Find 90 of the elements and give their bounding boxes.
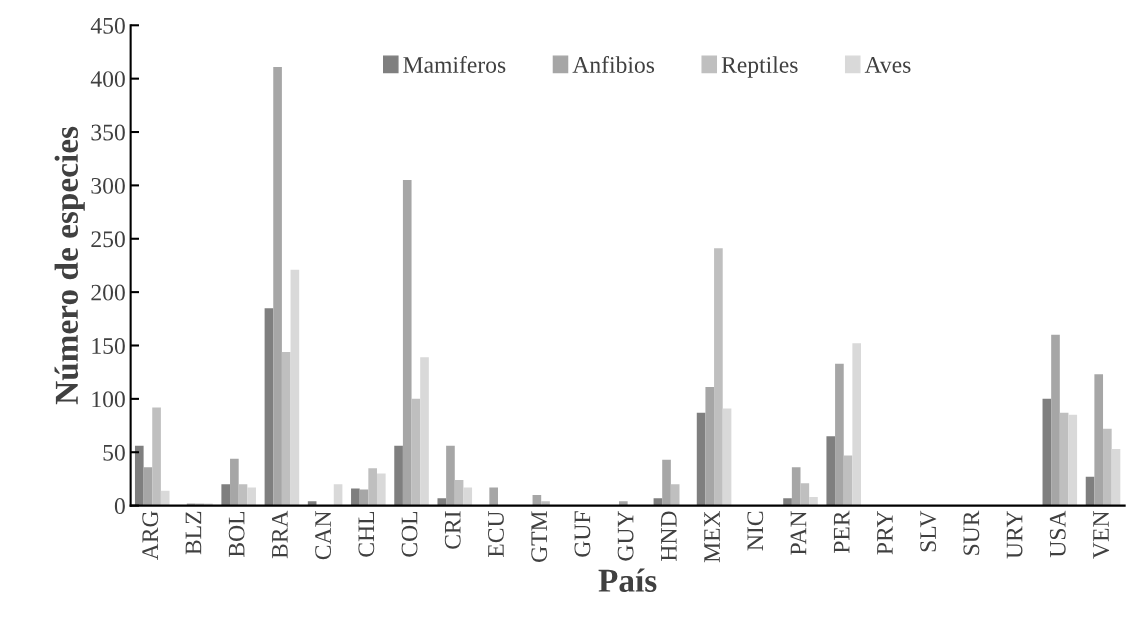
y-tick-label: 200 — [91, 284, 125, 301]
y-tick-label: 450 — [90, 17, 125, 34]
bar — [852, 343, 862, 506]
bar — [1085, 476, 1095, 506]
bar — [714, 248, 723, 506]
bar — [281, 351, 291, 506]
bar — [402, 180, 412, 506]
legend-label: Anfibios — [572, 56, 655, 73]
bar — [1103, 428, 1112, 506]
y-tick-label: 150 — [92, 337, 125, 354]
bar — [670, 484, 680, 506]
x-tick-label: BOL — [228, 511, 245, 557]
bar — [1068, 414, 1078, 506]
bar — [662, 459, 671, 506]
legend-label: Aves — [864, 57, 911, 73]
x-tick-label: CHL — [358, 511, 375, 557]
x-tick-label: URY — [1006, 511, 1023, 559]
bar — [351, 488, 360, 506]
bar — [541, 501, 550, 506]
bar — [143, 467, 153, 506]
x-tick-label: SUR — [963, 510, 980, 555]
y-tick-label: 250 — [91, 231, 125, 248]
y-tick-label: 400 — [90, 71, 125, 88]
x-axis-title: País — [598, 568, 657, 592]
x-tick-label: BRA — [271, 510, 288, 559]
bar — [394, 445, 403, 506]
x-tick-label: GUF — [574, 511, 591, 557]
bar — [791, 467, 801, 506]
bar — [1059, 412, 1069, 506]
x-tick-label: COL — [401, 511, 418, 557]
bar — [134, 445, 144, 506]
bar — [783, 498, 792, 506]
y-tick-label: 100 — [92, 391, 125, 408]
y-tick-label: 50 — [103, 444, 125, 461]
bar — [489, 487, 498, 506]
bar — [722, 408, 732, 506]
bar — [152, 407, 161, 506]
bar — [446, 445, 455, 506]
y-tick-label: 350 — [91, 124, 125, 141]
bar — [230, 458, 239, 506]
x-tick-label: USA — [1049, 510, 1066, 558]
bar — [160, 490, 170, 506]
bar — [843, 455, 853, 506]
bar — [463, 487, 473, 506]
bar — [420, 357, 429, 506]
x-tick-label: PER — [833, 510, 850, 554]
bar — [454, 479, 464, 506]
x-tick-label: ECU — [488, 510, 504, 557]
x-tick-label: GTM — [531, 511, 548, 562]
bar — [1094, 374, 1104, 506]
bar — [290, 269, 300, 506]
bar — [835, 363, 844, 506]
bar — [705, 387, 715, 506]
bar — [1051, 334, 1060, 506]
x-tick-label: VEN — [1093, 511, 1110, 559]
bar — [411, 398, 421, 506]
legend-label: Reptiles — [721, 56, 798, 78]
bar — [368, 468, 377, 506]
bar — [826, 436, 836, 506]
x-tick-label: GUY — [617, 511, 634, 561]
bar — [247, 487, 256, 506]
bar — [273, 66, 282, 506]
bar — [221, 484, 231, 506]
x-tick-label: CRI — [444, 511, 461, 549]
bar — [619, 501, 628, 506]
bar — [264, 308, 274, 506]
bar — [238, 484, 248, 506]
x-tick-label: CAN — [315, 511, 332, 560]
bar — [1042, 398, 1052, 506]
bar — [1111, 449, 1121, 506]
bar — [333, 484, 343, 506]
x-tick-label: BLZ — [185, 511, 202, 555]
x-tick-label: PRY — [877, 511, 893, 555]
x-tick-label: NIC — [747, 511, 764, 551]
x-tick-label: ARG — [142, 511, 159, 561]
bar — [195, 503, 205, 506]
bar — [204, 503, 213, 506]
bar — [376, 473, 386, 506]
y-tick-label: 0 — [114, 498, 125, 515]
bar — [437, 498, 447, 506]
x-tick-label: PAN — [790, 511, 807, 555]
bar — [696, 412, 706, 506]
y-axis-title: Número de especies — [54, 126, 85, 405]
x-tick-label: HND — [661, 511, 677, 561]
y-tick-label: 300 — [91, 177, 125, 194]
x-tick-label: MEX — [704, 510, 720, 563]
bar — [800, 483, 810, 506]
x-tick-label: SLV — [920, 510, 937, 552]
bar — [809, 497, 818, 506]
legend-label: Mamiferos — [403, 56, 506, 73]
